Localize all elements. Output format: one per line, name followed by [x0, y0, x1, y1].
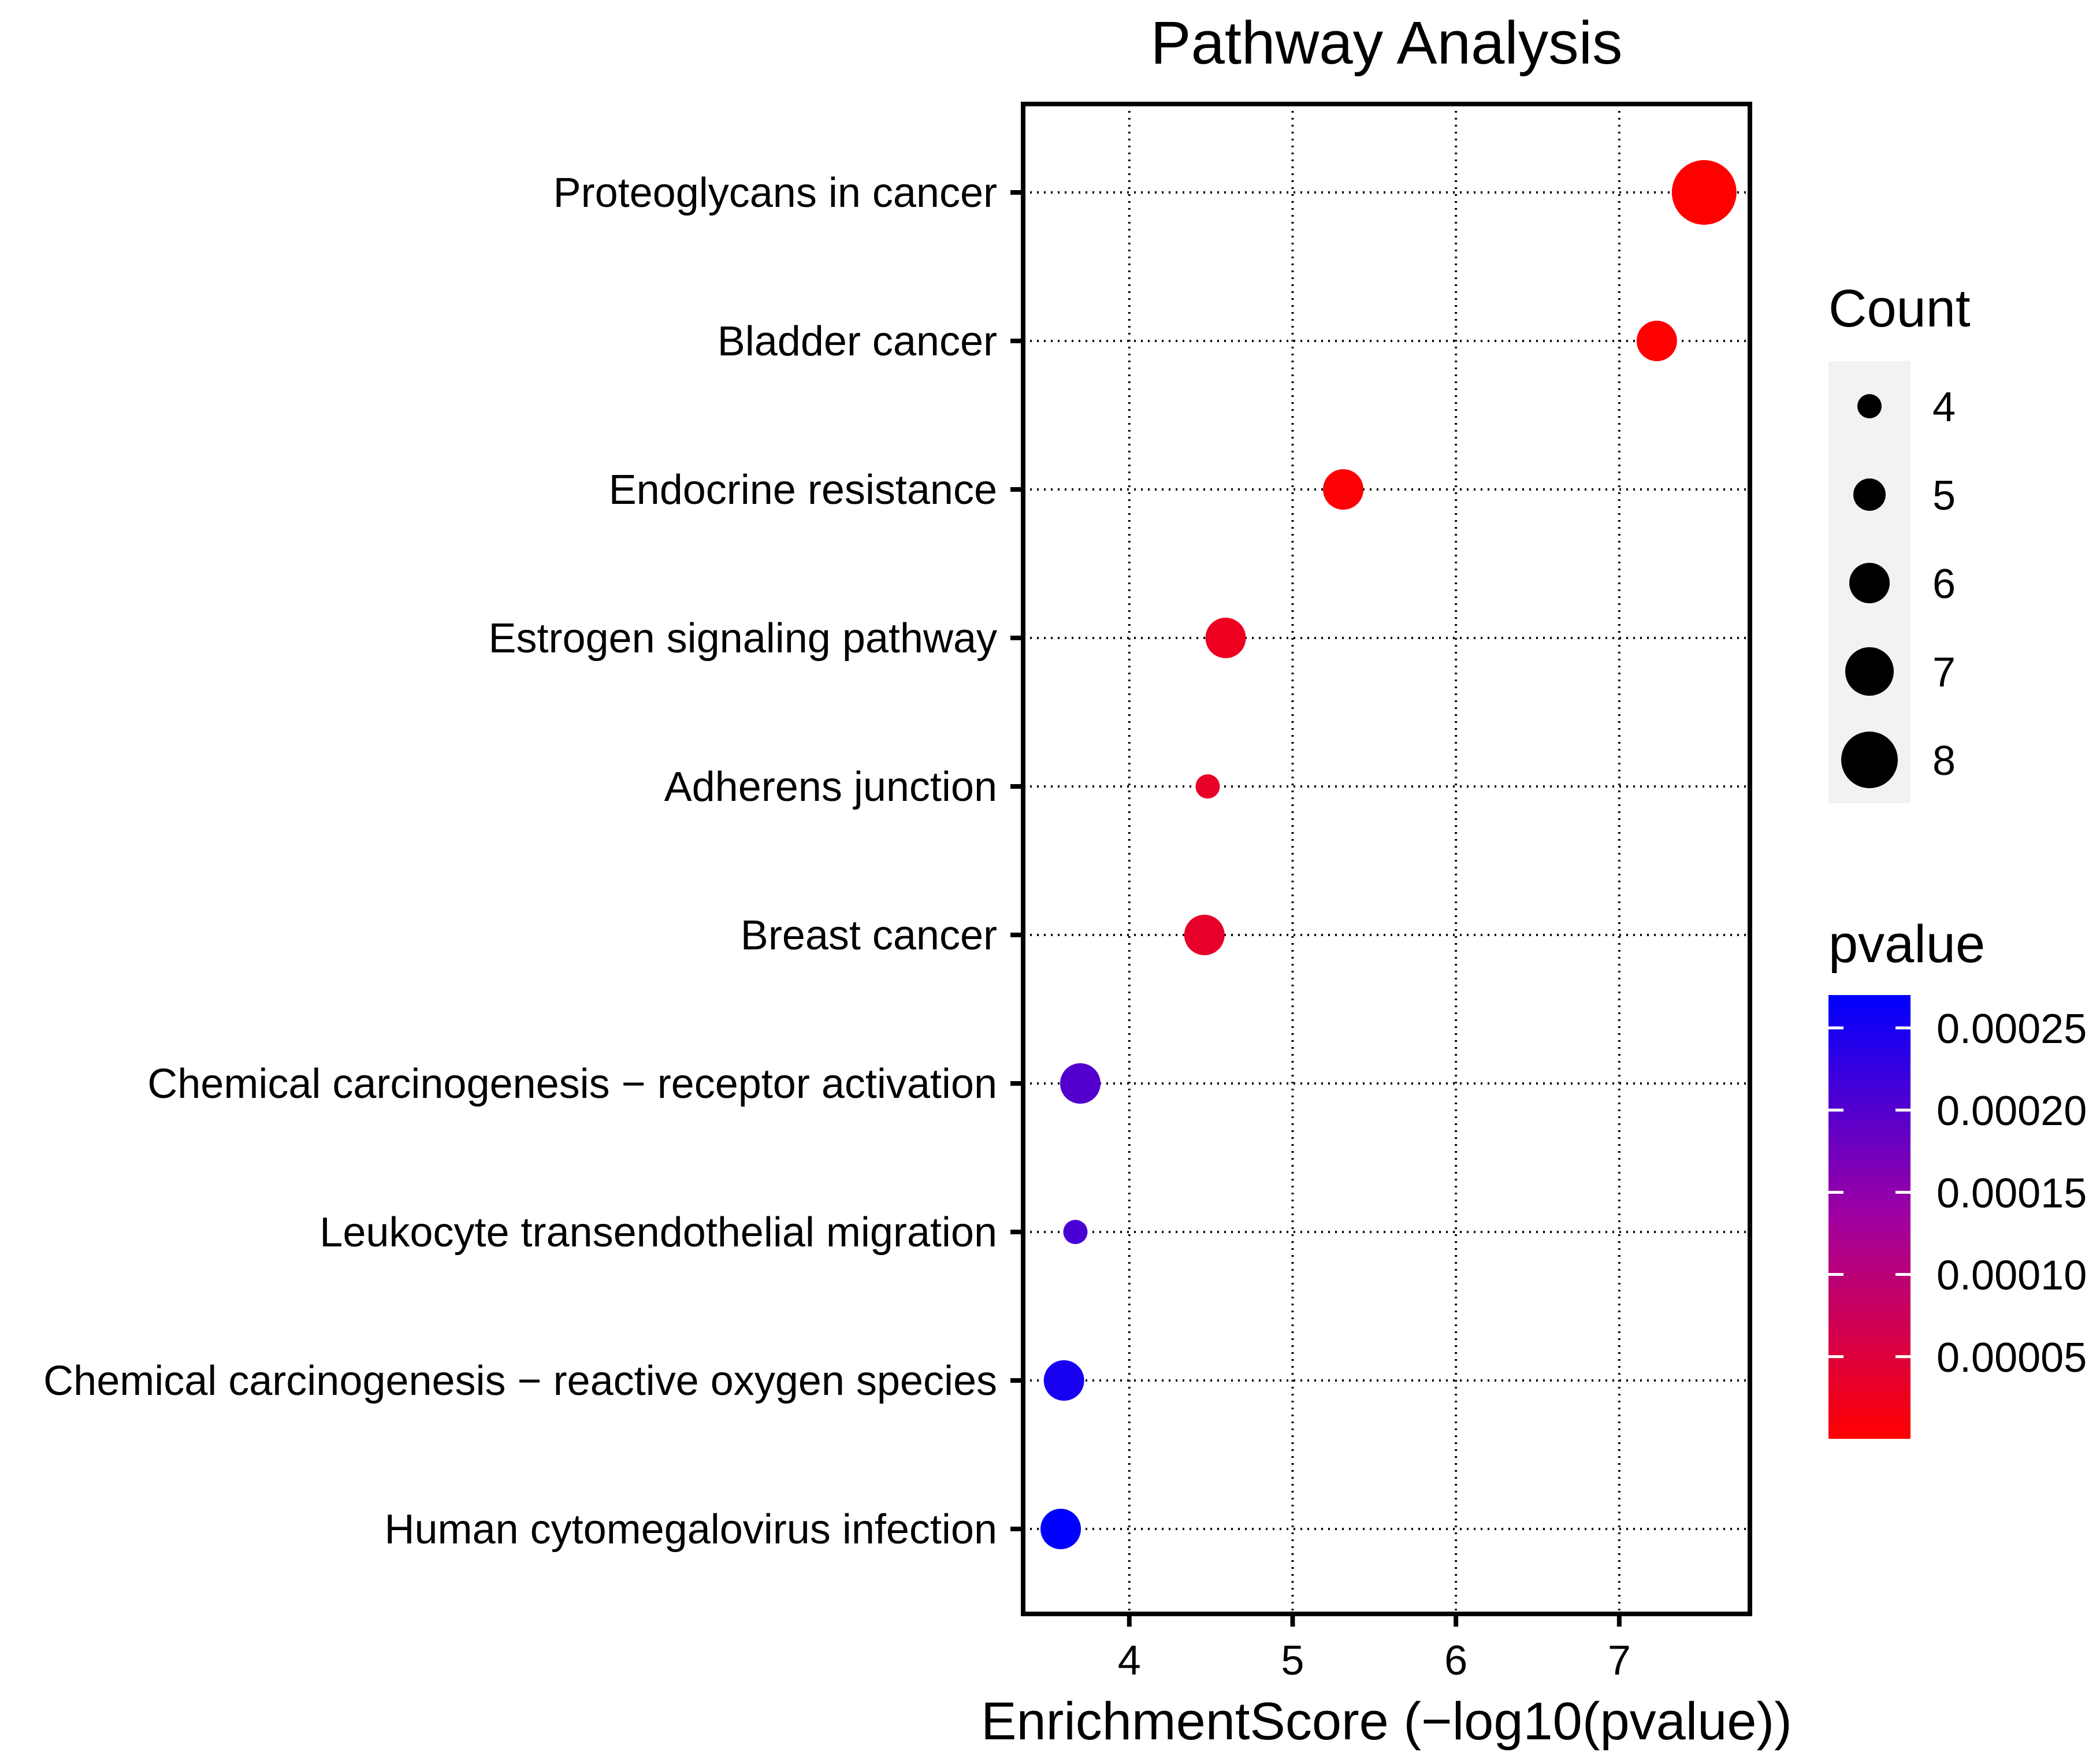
- category-label: Adherens junction: [664, 764, 997, 810]
- color-legend-bar: [1828, 995, 1911, 1439]
- x-tick-label: 6: [1444, 1638, 1467, 1684]
- data-point: [1205, 618, 1246, 658]
- category-label: Breast cancer: [741, 912, 997, 959]
- category-label: Proteoglycans in cancer: [553, 170, 997, 216]
- size-legend-label: 4: [1932, 384, 1956, 430]
- size-legend-dot: [1857, 394, 1882, 418]
- size-legend-dot: [1849, 563, 1890, 603]
- size-legend-title: Count: [1828, 279, 1971, 338]
- data-points: [1040, 160, 1737, 1549]
- size-legend-label: 5: [1932, 473, 1956, 519]
- data-point: [1060, 1063, 1101, 1104]
- color-legend-label: 0.00010: [1937, 1253, 2087, 1299]
- x-tick-label: 7: [1608, 1638, 1631, 1684]
- category-label: Estrogen signaling pathway: [488, 615, 997, 662]
- size-legend: Count 4 5 6 7 8: [1828, 279, 1971, 803]
- category-label: Endocrine resistance: [609, 467, 997, 513]
- data-point: [1323, 469, 1364, 510]
- size-legend-dot: [1853, 478, 1886, 511]
- x-tick-label: 4: [1118, 1638, 1141, 1684]
- category-label: Bladder cancer: [718, 318, 997, 365]
- color-legend-label: 0.00025: [1937, 1006, 2087, 1052]
- size-legend-label: 8: [1932, 738, 1956, 784]
- category-label: Chemical carcinogenesis − reactive oxyge…: [43, 1358, 997, 1404]
- color-legend-label: 0.00005: [1937, 1335, 2087, 1381]
- color-legend: pvalue 0.00005 0.00010 0.00015 0.00020 0.000…: [1828, 915, 2087, 1439]
- size-legend-label: 7: [1932, 649, 1956, 696]
- data-point: [1636, 321, 1677, 361]
- x-axis-ticks: 4 5 6 7: [1118, 1614, 1631, 1684]
- x-tick-label: 5: [1281, 1638, 1304, 1684]
- data-point: [1184, 915, 1225, 955]
- size-legend-dot: [1845, 647, 1894, 696]
- data-point: [1671, 160, 1737, 225]
- plot-panel-border: [1021, 102, 1752, 1616]
- data-point: [1063, 1220, 1088, 1244]
- x-axis-title: EnrichmentScore (−log10(pvalue)): [981, 1692, 1792, 1751]
- color-legend-title: pvalue: [1828, 915, 1985, 974]
- size-legend-dot: [1841, 732, 1898, 788]
- color-legend-label: 0.00015: [1937, 1170, 2087, 1216]
- category-label: Leukocyte transendothelial migration: [319, 1209, 997, 1256]
- size-legend-label: 6: [1932, 561, 1956, 607]
- data-point: [1195, 774, 1220, 799]
- color-legend-label: 0.00020: [1937, 1088, 2087, 1134]
- y-axis-ticks: Proteoglycans in cancer Bladder cancer End…: [43, 170, 1023, 1553]
- data-point: [1043, 1360, 1084, 1401]
- category-label: Human cytomegalovirus infection: [385, 1506, 998, 1553]
- data-point: [1040, 1509, 1081, 1549]
- category-label: Chemical carcinogenesis − receptor activ…: [147, 1061, 997, 1107]
- chart-title: Pathway Analysis: [1150, 9, 1622, 77]
